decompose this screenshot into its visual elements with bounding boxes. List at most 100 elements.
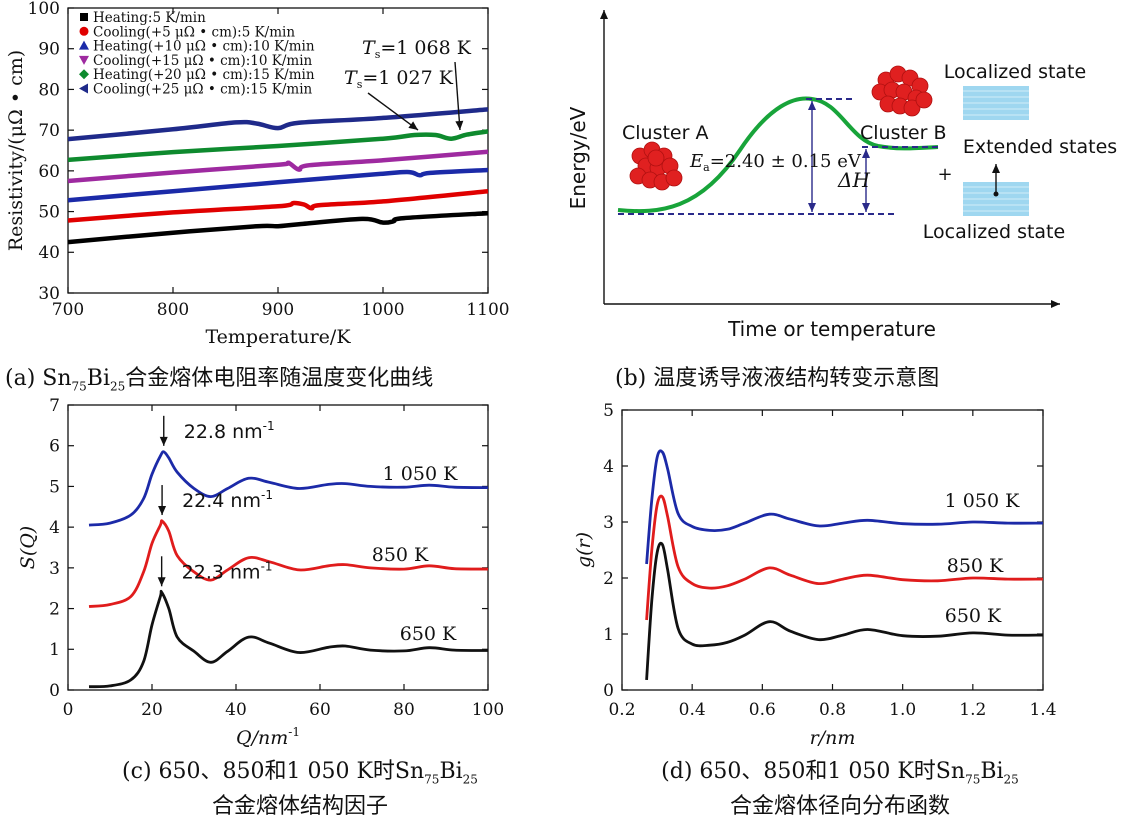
peak-position-label: 22.4 nm-1 (182, 488, 273, 512)
y-tick-label: 1 (603, 625, 614, 645)
legend-marker-triangle-down (79, 55, 89, 65)
sq-series-line (88, 450, 489, 527)
ea-label: Ea=2.40 ± 0.15 eV (689, 151, 862, 174)
cluster-a-atom (647, 149, 665, 167)
legend-entry-label: Heating(+10 μΩ • cm):10 K/min (93, 39, 315, 55)
y-tick-label: 90 (38, 40, 60, 60)
dh-arrow-down-head (862, 203, 870, 212)
y-tick-label: 2 (603, 569, 614, 589)
legend-entry-label: Cooling(+5 μΩ • cm):5 K/min (93, 24, 295, 40)
y-axis-label: Resistivity/(μΩ • cm) (5, 50, 27, 251)
x-axis-label: Time or temperature (727, 317, 936, 341)
gr-series-line (645, 494, 1044, 621)
series-temperature-label: 650 K (400, 623, 457, 645)
x-tick-label: 0.2 (608, 700, 635, 720)
x-tick-label: 1.2 (959, 700, 986, 720)
x-tick-label: 0 (63, 700, 74, 720)
panel-b-schematic: Time or temperature Energy/eV Cluster A Clu… (566, 10, 1117, 341)
y-axis-label: Energy/eV (566, 106, 590, 209)
x-axis-arrow-head (1051, 300, 1060, 308)
y-tick-label: 3 (603, 513, 614, 533)
legend-marker-square (80, 13, 88, 21)
cluster-b-atom (903, 99, 921, 117)
y-tick-label: 80 (38, 80, 60, 100)
cluster-b-atom (915, 91, 933, 109)
y-tick-label: 30 (38, 284, 60, 304)
series-temperature-label: 1 050 K (383, 463, 458, 485)
peak-arrow-head (157, 577, 166, 587)
ea-arrow-up-head (808, 101, 816, 110)
plot-frame (67, 404, 489, 691)
y-tick-label: 40 (38, 243, 60, 263)
y-tick-label: 6 (49, 437, 60, 457)
plus-sign: + (937, 164, 952, 185)
y-tick-label: 100 (28, 0, 60, 19)
y-tick-label: 5 (49, 477, 60, 497)
x-axis-label: r/nm (810, 727, 856, 749)
caption-a: (a) Sn75Bi25合金熔体电阻率随温度变化曲线 (5, 366, 434, 394)
cluster-a-atom (665, 169, 683, 187)
x-tick-label: 80 (393, 700, 415, 720)
annotation-arrow-1068-head (455, 120, 464, 130)
x-tick-label: 0.4 (679, 700, 706, 720)
x-tick-label: 700 (52, 300, 84, 320)
x-tick-label: 1.0 (889, 700, 916, 720)
x-axis-label: Q/nm-1 (236, 725, 300, 749)
resistivity-series-line (67, 210, 489, 245)
peak-arrow-head (158, 506, 167, 516)
resistivity-series-line (67, 167, 489, 203)
annotation-ts-1027: Ts=1 027 K (344, 67, 454, 91)
caption-b: (b) 温度诱导液液结构转变示意图 (615, 366, 940, 391)
x-tick-label: 40 (225, 700, 247, 720)
y-tick-label: 5 (603, 401, 614, 421)
resistivity-series-line (67, 129, 489, 163)
peak-position-label: 22.3 nm-1 (182, 559, 273, 583)
legend-entry-label: Heating(+20 μΩ • cm):15 K/min (93, 67, 315, 83)
panel-a-resistivity-chart: 700 800 900 1000 1100 30 40 50 60 70 80 90 100 Heatin… (5, 0, 510, 348)
annotation-arrow-1027-head (408, 121, 418, 130)
y-tick-label: 4 (49, 518, 60, 538)
electron-dot (993, 191, 999, 197)
peak-arrow-head (159, 436, 168, 446)
y-tick-label: 0 (49, 681, 60, 701)
y-axis-label: g(r) (573, 532, 595, 568)
legend-marker-triangle-left (79, 83, 88, 94)
y-tick-label: 7 (49, 396, 60, 416)
x-axis-label: Temperature/K (205, 326, 351, 348)
localized-state-top-label: Localized state (944, 61, 1086, 83)
caption-d: (d) 650、850和1 050 K时Sn75Bi25 合金熔体径向分布函数 (661, 759, 1019, 820)
y-tick-label: 1 (49, 640, 60, 660)
gr-series-line (645, 541, 1044, 680)
resistivity-series-line (67, 149, 489, 184)
legend-marker-diamond (79, 69, 89, 80)
x-tick-label: 1100 (466, 300, 509, 320)
dh-arrow-up-head (862, 149, 870, 158)
y-tick-label: 50 (38, 203, 60, 223)
x-tick-label: 0.6 (749, 700, 776, 720)
series-temperature-label: 850 K (372, 544, 429, 566)
y-axis-arrow-head (600, 10, 608, 19)
series-temperature-label: 1 050 K (945, 490, 1020, 512)
peak-position-label: 22.8 nm-1 (184, 419, 275, 443)
x-tick-label: 20 (141, 700, 163, 720)
y-tick-label: 3 (49, 559, 60, 579)
plot-frame (621, 409, 1044, 691)
x-tick-label: 800 (157, 300, 189, 320)
sq-series-line (88, 519, 489, 608)
legend-entry-label: Cooling(+15 μΩ • cm):10 K/min (93, 53, 313, 69)
cluster-a-label: Cluster A (622, 122, 708, 144)
delta-h-label: ΔH (837, 168, 870, 192)
electron-arrow-head (992, 164, 1000, 173)
series-temperature-label: 850 K (947, 555, 1004, 577)
series-temperature-label: 650 K (945, 605, 1002, 627)
x-tick-label: 0.8 (819, 700, 846, 720)
resistivity-series-line (67, 188, 489, 223)
y-tick-label: 0 (603, 681, 614, 701)
legend-marker-circle (79, 26, 89, 36)
resistivity-series-line (67, 107, 489, 142)
x-tick-label: 60 (309, 700, 331, 720)
ea-arrow-down-head (808, 203, 816, 212)
panel-d-rdf-chart: 0.2 0.4 0.6 0.8 1.0 1.2 1.4 0 1 2 3 4 5 1 050 K 850 K 6… (573, 401, 1057, 749)
legend-entry-label: Cooling(+25 μΩ • cm):15 K/min (93, 82, 313, 98)
